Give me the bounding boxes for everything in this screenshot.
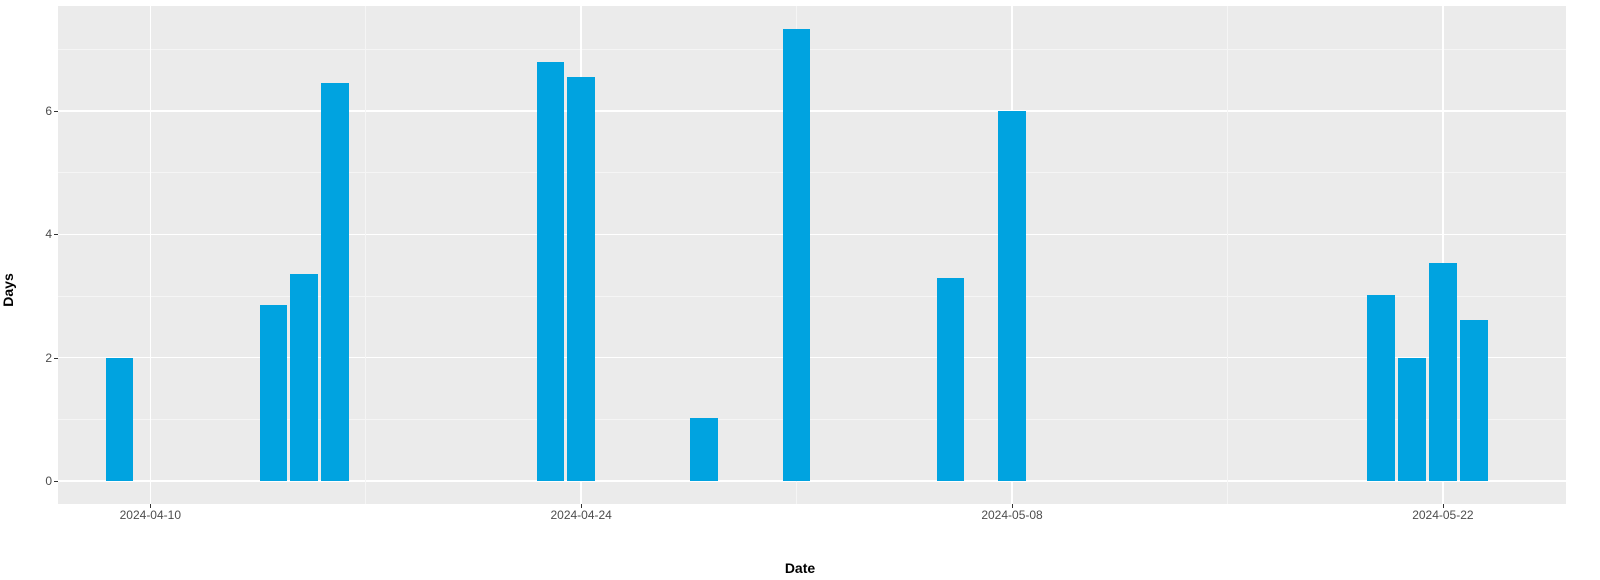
x-tick-label: 2024-04-10 [120,508,181,522]
y-tick-label: 0 [45,474,52,488]
bar [998,111,1026,481]
bar [937,278,965,482]
y-tick-label: 6 [45,104,52,118]
bar [321,83,349,481]
bar [1367,295,1395,481]
y-tick-label: 2 [45,351,52,365]
bar [260,305,288,481]
bar [290,274,318,481]
x-tick-labels: 2024-04-10 2024-04-24 2024-05-08 2024-05-22 [58,504,1566,544]
y-tick-labels: 0 2 4 6 [0,6,58,504]
x-tick-mark [1012,504,1013,508]
bar [1460,320,1488,482]
bar [1398,358,1426,481]
x-tick-mark [150,504,151,508]
x-tick-label: 2024-04-24 [550,508,611,522]
bar [690,418,718,481]
grid-h-major [58,234,1566,235]
x-tick-mark [1443,504,1444,508]
grid-h-minor [58,172,1566,173]
bar [537,62,565,482]
grid-h-minor [58,296,1566,297]
grid-v-minor [1227,6,1228,504]
x-tick-label: 2024-05-22 [1412,508,1473,522]
grid-v-major [150,6,151,504]
bar [106,358,134,481]
grid-h-minor [58,49,1566,50]
x-tick-mark [581,504,582,508]
grid-v-minor [365,6,366,504]
grid-h-major [58,110,1566,111]
x-tick-label: 2024-05-08 [981,508,1042,522]
y-tick-label: 4 [45,227,52,241]
bar-chart: Days Date 0246 2024-04-102024-04-242024-… [0,0,1600,580]
plot-panel [58,6,1566,504]
bar [567,77,595,481]
x-axis-title: Date [0,560,1600,576]
bar [783,29,811,481]
bar [1429,263,1457,481]
